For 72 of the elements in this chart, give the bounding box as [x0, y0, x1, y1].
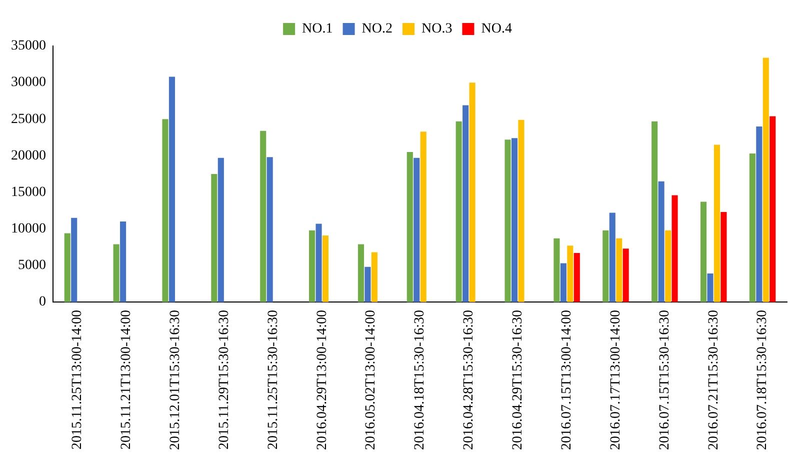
bar	[518, 120, 524, 302]
bar	[364, 266, 371, 302]
y-tick-label: 10000	[11, 222, 46, 237]
bar	[658, 181, 664, 302]
bar	[316, 224, 322, 302]
bar	[113, 244, 120, 302]
bar	[420, 132, 426, 302]
bar	[665, 230, 672, 302]
y-tick-label: 15000	[11, 184, 46, 200]
x-tick-label: 2015.11.29T15:30-16:30	[216, 310, 232, 450]
bar	[406, 152, 413, 302]
bar	[162, 119, 168, 302]
x-tick-label: 2016.07.15T13:00-14:00	[559, 310, 574, 450]
bar	[511, 138, 518, 302]
bar	[469, 82, 476, 302]
x-tick-label: 2016.04.29T15:30-16:30	[510, 310, 526, 450]
bar	[762, 58, 769, 302]
bar	[567, 246, 574, 302]
bar	[749, 154, 756, 302]
x-tick-label: 2015.11.25T15:30-16:30	[266, 310, 281, 450]
y-tick-label: 30000	[11, 75, 46, 90]
legend-label: NO.1	[302, 22, 333, 37]
x-tick-label: 2016.07.18T15:30-16:30	[755, 310, 770, 450]
bar	[652, 121, 658, 302]
bar	[414, 158, 420, 302]
x-tick-label: 2016.04.29T13:00-14:00	[314, 310, 330, 450]
x-tick-label: 2016.05.02T13:00-14:00	[364, 310, 379, 450]
bar	[622, 248, 629, 302]
x-tick-label: 2015.12.01T15:30-16:30	[168, 310, 184, 450]
bar	[260, 130, 266, 302]
bar	[560, 263, 566, 302]
legend-label: NO.4	[481, 22, 512, 37]
bar	[462, 105, 469, 302]
bar	[211, 174, 218, 302]
bar	[358, 244, 364, 302]
bar	[554, 238, 560, 302]
bar	[64, 233, 70, 302]
bar	[168, 76, 175, 302]
bar	[720, 212, 727, 302]
bar	[602, 230, 609, 302]
bar	[120, 222, 126, 302]
bar	[218, 158, 224, 302]
x-tick-label: 2015.11.21T13:00-14:00	[119, 310, 134, 450]
bar	[700, 202, 707, 302]
bar	[609, 212, 616, 302]
bar	[707, 273, 714, 302]
y-tick-label: 0	[39, 294, 46, 310]
x-tick-label: 2016.07.17T13:00-14:00	[608, 310, 624, 450]
y-tick-label: 5000	[18, 258, 46, 274]
bar	[266, 157, 273, 302]
bar	[456, 121, 462, 302]
bar	[756, 126, 762, 302]
bar	[371, 252, 378, 302]
x-tick-label: 2016.04.28T15:30-16:30	[462, 310, 477, 450]
bar	[71, 218, 78, 302]
bar	[770, 116, 776, 302]
bar	[672, 195, 678, 302]
y-tick-label: 35000	[11, 38, 46, 54]
bar	[714, 144, 720, 302]
x-tick-label: 2015.11.25T13:00-14:00	[70, 310, 86, 450]
y-tick-label: 20000	[11, 148, 46, 164]
bar	[309, 230, 316, 302]
bar	[616, 238, 622, 302]
legend-label: NO.3	[422, 22, 452, 37]
x-tick-label: 2016.04.18T15:30-16:30	[412, 310, 428, 450]
bar	[322, 235, 329, 302]
bar	[574, 253, 580, 302]
x-tick-label: 2016.07.15T15:30-16:30	[657, 310, 672, 450]
x-tick-label: 2016.07.21T15:30-16:30	[706, 310, 722, 450]
y-tick-label: 25000	[11, 112, 46, 127]
bar	[504, 140, 511, 302]
legend-label: NO.2	[362, 22, 393, 37]
